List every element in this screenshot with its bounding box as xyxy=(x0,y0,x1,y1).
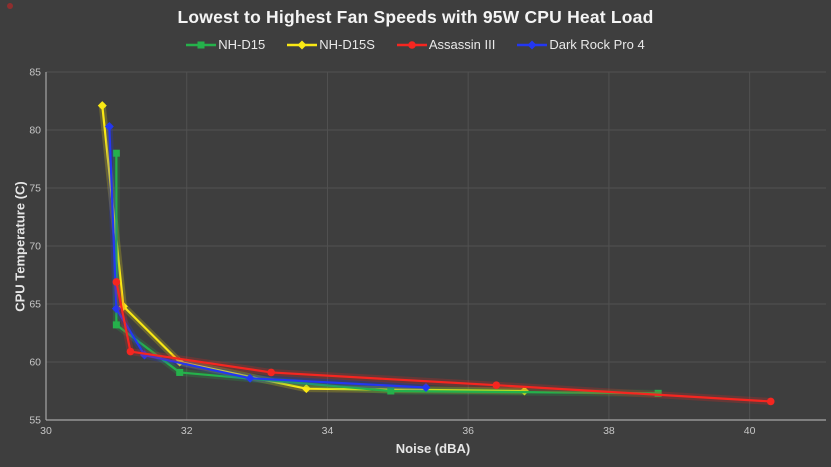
data-point-nh-d15-4 xyxy=(654,389,662,397)
data-point-nh-d15s-3 xyxy=(301,384,311,394)
data-point-dark-rock-pro-4-3 xyxy=(245,373,255,383)
y-tick-label-70: 70 xyxy=(29,241,41,253)
x-tick-label-34: 34 xyxy=(322,425,334,437)
legend-item-assassin-iii: Assassin III xyxy=(396,37,496,52)
recording-indicator-dot xyxy=(7,3,13,9)
legend-label: NH-D15S xyxy=(319,37,375,52)
legend-marker-icon xyxy=(287,40,318,49)
legend-item-nh-d15: NH-D15 xyxy=(186,37,265,52)
chart-title: Lowest to Highest Fan Speeds with 95W CP… xyxy=(177,7,654,27)
data-point-assassin-iii-3 xyxy=(492,381,501,390)
data-point-dark-rock-pro-4-4 xyxy=(421,383,431,393)
legend-item-dark-rock-pro-4: Dark Rock Pro 4 xyxy=(517,37,645,52)
series-line-nh-d15 xyxy=(115,152,660,395)
y-axis-title: CPU Temperature (C) xyxy=(12,181,28,312)
data-point-nh-d15-0 xyxy=(112,149,120,157)
series-glow-assassin-iii xyxy=(112,278,775,405)
data-point-nh-d15-2 xyxy=(176,368,184,376)
legend-marker-icon xyxy=(396,40,427,49)
legend-label: Dark Rock Pro 4 xyxy=(549,37,645,52)
y-tick-label-75: 75 xyxy=(29,183,41,195)
data-point-assassin-iii-0 xyxy=(112,278,121,286)
y-tick-label-85: 85 xyxy=(29,67,41,79)
series-glow-dark-rock-pro-4 xyxy=(105,123,430,392)
data-point-nh-d15-3 xyxy=(387,387,395,395)
legend-marker-icon xyxy=(517,40,548,49)
x-tick-label-36: 36 xyxy=(462,425,474,437)
legend-item-nh-d15s: NH-D15S xyxy=(287,37,375,52)
legend-label: Assassin III xyxy=(428,37,496,52)
x-axis-title: Noise (dBA) xyxy=(395,441,471,456)
y-tick-label-80: 80 xyxy=(29,125,41,137)
data-point-nh-d15-1 xyxy=(112,321,120,329)
x-tick-label-38: 38 xyxy=(603,425,615,437)
x-tick-label-30: 30 xyxy=(40,425,52,437)
data-point-assassin-iii-2 xyxy=(267,368,275,377)
data-point-assassin-iii-4 xyxy=(766,397,775,406)
data-point-dark-rock-pro-4-0 xyxy=(104,122,114,132)
series-line-dark-rock-pro-4 xyxy=(108,125,428,389)
series-line-nh-d15s xyxy=(101,104,526,393)
y-tick-label-65: 65 xyxy=(29,299,41,311)
legend-label: NH-D15 xyxy=(218,37,266,52)
data-point-assassin-iii-1 xyxy=(126,347,135,356)
data-point-nh-d15s-0 xyxy=(97,101,107,111)
y-tick-label-55: 55 xyxy=(29,415,41,427)
y-tick-label-60: 60 xyxy=(29,357,41,369)
series-glow-nh-d15 xyxy=(112,149,662,397)
legend-marker-icon xyxy=(186,41,217,48)
chart-legend: NH-D15 NH-D15S Assassin III Dark Rock Pro 4 xyxy=(0,37,831,52)
x-tick-label-40: 40 xyxy=(744,425,756,437)
data-point-dark-rock-pro-4-1 xyxy=(111,304,121,314)
x-tick-label-32: 32 xyxy=(181,425,193,437)
